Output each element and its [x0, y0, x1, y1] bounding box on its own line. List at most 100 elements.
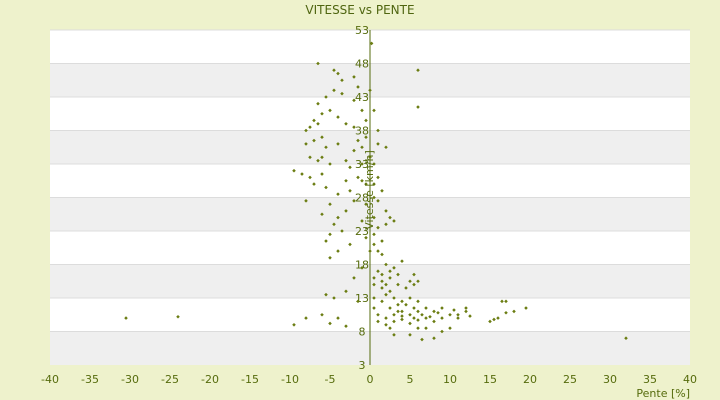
- data-point: [340, 91, 344, 96]
- y-tick-label: 43: [355, 91, 369, 104]
- data-point: [356, 138, 360, 143]
- data-point: [464, 309, 468, 314]
- data-point: [388, 289, 392, 294]
- data-point: [368, 249, 372, 253]
- data-point: [388, 326, 392, 330]
- data-point: [320, 212, 324, 217]
- data-point: [376, 225, 380, 230]
- x-tick-label: 40: [683, 373, 697, 386]
- data-point: [328, 202, 332, 206]
- data-point: [328, 162, 332, 166]
- data-point: [400, 314, 404, 318]
- data-point: [336, 316, 340, 320]
- data-point: [388, 269, 392, 273]
- data-point: [352, 125, 356, 129]
- data-point: [376, 142, 380, 146]
- data-point: [424, 316, 428, 320]
- data-point: [372, 215, 376, 220]
- data-point: [436, 310, 440, 315]
- data-point: [344, 209, 348, 213]
- data-point: [336, 192, 340, 196]
- data-point: [364, 135, 368, 139]
- data-point: [364, 202, 368, 206]
- data-point: [320, 155, 324, 160]
- data-point: [384, 323, 388, 327]
- data-point: [320, 172, 324, 176]
- data-point: [504, 299, 508, 304]
- data-point: [448, 312, 452, 317]
- data-point: [392, 219, 396, 223]
- data-point: [372, 276, 376, 280]
- data-point: [380, 299, 384, 304]
- data-point: [400, 309, 404, 314]
- data-point: [392, 296, 396, 300]
- data-point: [396, 309, 400, 314]
- data-point: [404, 302, 408, 307]
- data-point: [432, 319, 436, 324]
- data-point: [496, 316, 500, 320]
- data-point: [332, 88, 336, 93]
- data-point: [384, 292, 388, 297]
- data-point: [316, 61, 320, 66]
- data-point: [320, 111, 324, 116]
- data-point: [336, 249, 340, 253]
- data-point: [440, 316, 444, 320]
- data-point: [488, 319, 492, 324]
- data-point: [304, 128, 308, 133]
- data-point: [360, 219, 364, 223]
- data-point: [360, 108, 364, 113]
- data-point: [372, 162, 376, 166]
- data-point: [376, 175, 380, 180]
- data-point: [440, 306, 444, 310]
- y-tick-labels: 53484338332823181383: [355, 24, 369, 372]
- data-point: [420, 337, 424, 342]
- data-point: [356, 85, 360, 89]
- data-point: [404, 286, 408, 290]
- data-point: [388, 215, 392, 220]
- data-point: [408, 321, 412, 326]
- y-tick-label: 18: [355, 259, 369, 272]
- y-tick-label: 3: [359, 359, 366, 372]
- data-point: [328, 108, 332, 113]
- data-point: [396, 272, 400, 277]
- x-tick-label: -30: [121, 373, 139, 386]
- data-point: [304, 199, 308, 203]
- data-point: [428, 314, 432, 319]
- data-point: [324, 185, 328, 190]
- data-point: [424, 326, 428, 330]
- data-point: [372, 296, 376, 300]
- data-point: [352, 276, 356, 280]
- x-tick-label: -40: [41, 373, 59, 386]
- data-point: [324, 239, 328, 243]
- y-axis-label: Vitesse [km/h]: [363, 150, 376, 230]
- data-point: [376, 128, 380, 133]
- data-point: [356, 175, 360, 180]
- data-point: [124, 316, 128, 320]
- data-point: [468, 314, 472, 318]
- data-point: [380, 272, 384, 277]
- data-point: [364, 182, 368, 186]
- x-tick-label: -25: [161, 373, 179, 386]
- data-point: [464, 306, 468, 310]
- data-point: [324, 145, 328, 150]
- data-point: [376, 319, 380, 324]
- data-point: [352, 75, 356, 79]
- data-point: [408, 279, 412, 284]
- x-tick-label: -10: [281, 373, 299, 386]
- data-point: [372, 306, 376, 310]
- data-point: [320, 135, 324, 139]
- data-point: [316, 122, 320, 126]
- data-point: [336, 115, 340, 119]
- data-point: [416, 326, 420, 330]
- data-point: [368, 88, 372, 93]
- data-point: [452, 308, 456, 312]
- data-point: [392, 333, 396, 337]
- data-point: [292, 168, 296, 173]
- data-point: [348, 165, 352, 170]
- x-tick-label: 10: [443, 373, 457, 386]
- data-point: [364, 235, 368, 240]
- data-point: [500, 299, 504, 304]
- data-point: [512, 309, 516, 314]
- data-point: [408, 312, 412, 317]
- y-tick-label: 28: [355, 192, 369, 205]
